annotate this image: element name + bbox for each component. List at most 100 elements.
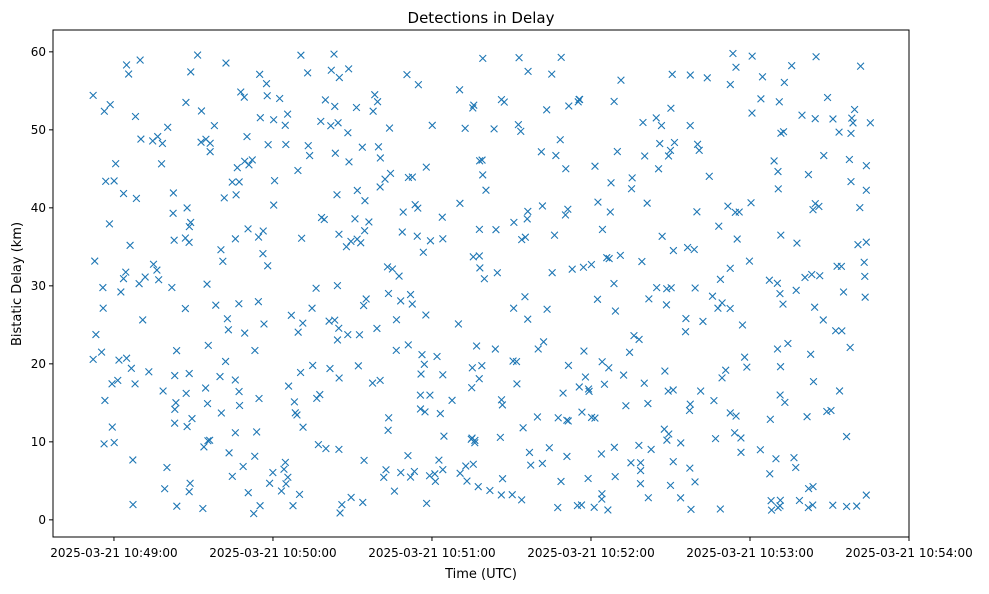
scatter-point	[99, 283, 107, 292]
scatter-point	[145, 368, 153, 376]
scatter-point	[691, 478, 699, 486]
scatter-point	[186, 218, 195, 227]
scatter-point	[111, 159, 120, 168]
scatter-point	[635, 335, 643, 344]
scatter-point	[811, 114, 819, 123]
scatter-point	[779, 300, 787, 308]
scatter-point	[124, 70, 133, 78]
scatter-point	[354, 362, 363, 370]
scatter-point	[240, 157, 249, 166]
scatter-point	[479, 54, 487, 63]
scatter-point	[664, 430, 673, 438]
scatter-point	[714, 222, 723, 230]
scatter-point	[856, 62, 865, 70]
x-tick-label: 2025-03-21 10:54:00	[845, 546, 972, 560]
scatter-point	[269, 201, 278, 209]
scatter-point	[392, 346, 401, 355]
scatter-point	[604, 364, 613, 372]
scatter-point	[757, 95, 765, 103]
scatter-point	[330, 316, 339, 324]
scatter-point	[669, 457, 678, 466]
scatter-point	[819, 316, 828, 324]
scatter-point	[384, 414, 393, 422]
scatter-point	[829, 501, 837, 510]
scatter-point	[766, 415, 775, 424]
scatter-point	[721, 366, 730, 375]
scatter-point	[259, 249, 267, 258]
scatter-point	[360, 226, 369, 235]
scatter-point	[545, 443, 554, 452]
scatter-point	[860, 258, 868, 267]
scatter-point	[602, 253, 611, 262]
scatter-point	[386, 169, 395, 178]
scatter-point	[801, 273, 809, 282]
scatter-point	[767, 496, 775, 505]
scatter-point	[839, 288, 848, 296]
scatter-point	[186, 68, 195, 76]
scatter-point	[605, 254, 613, 263]
scatter-point	[509, 304, 518, 313]
scatter-point	[775, 98, 784, 106]
scatter-point	[730, 429, 739, 437]
scatter-point	[695, 146, 703, 155]
scatter-point	[667, 283, 675, 292]
scatter-point	[578, 408, 586, 416]
scatter-point	[260, 320, 268, 328]
scatter-point	[347, 493, 355, 502]
scatter-point	[385, 124, 394, 132]
scatter-point	[228, 472, 237, 481]
scatter-point	[417, 370, 425, 378]
scatter-point	[172, 346, 181, 355]
scatter-point	[335, 374, 343, 382]
scatter-point	[159, 387, 167, 395]
scatter-point	[224, 326, 233, 334]
scatter-point	[686, 464, 694, 472]
scatter-point	[552, 151, 560, 160]
scatter-point	[236, 88, 245, 96]
scatter-point	[640, 152, 649, 160]
scatter-point	[244, 488, 253, 497]
scatter-point	[185, 369, 194, 378]
scatter-point	[806, 350, 815, 359]
scatter-point	[110, 177, 118, 185]
scatter-point	[414, 80, 423, 89]
scatter-point	[776, 289, 784, 298]
scatter-point	[548, 268, 556, 277]
scatter-point	[231, 428, 240, 437]
scatter-point	[186, 479, 194, 488]
scatter-point	[203, 399, 212, 408]
scatter-point	[847, 114, 856, 122]
scatter-point	[353, 186, 362, 195]
scatter-point	[223, 314, 232, 323]
scatter-point	[866, 119, 875, 127]
scatter-point	[819, 151, 828, 160]
scatter-point	[812, 52, 820, 61]
scatter-point	[513, 380, 521, 388]
scatter-point	[533, 413, 542, 421]
scatter-point	[252, 428, 261, 436]
scatter-point	[416, 391, 425, 399]
scatter-point	[149, 260, 158, 269]
scatter-point	[543, 305, 551, 314]
scatter-point	[654, 165, 663, 173]
scatter-point	[170, 371, 179, 380]
scatter-point	[351, 215, 359, 223]
scatter-point	[482, 186, 490, 195]
scatter-point	[686, 400, 695, 408]
scatter-point	[838, 327, 846, 335]
scatter-point	[847, 177, 855, 186]
scatter-point	[327, 121, 335, 130]
scatter-point	[314, 440, 323, 449]
scatter-point	[202, 135, 210, 144]
scatter-point	[169, 209, 177, 218]
scatter-point	[326, 364, 334, 373]
scatter-point	[181, 234, 190, 242]
scatter-point	[183, 422, 191, 431]
scatter-point	[811, 199, 820, 208]
scatter-point	[408, 300, 417, 308]
scatter-point	[461, 124, 469, 133]
scatter-point	[390, 487, 399, 495]
scatter-point	[304, 141, 313, 150]
scatter-point	[670, 138, 679, 147]
scatter-point	[562, 164, 570, 173]
